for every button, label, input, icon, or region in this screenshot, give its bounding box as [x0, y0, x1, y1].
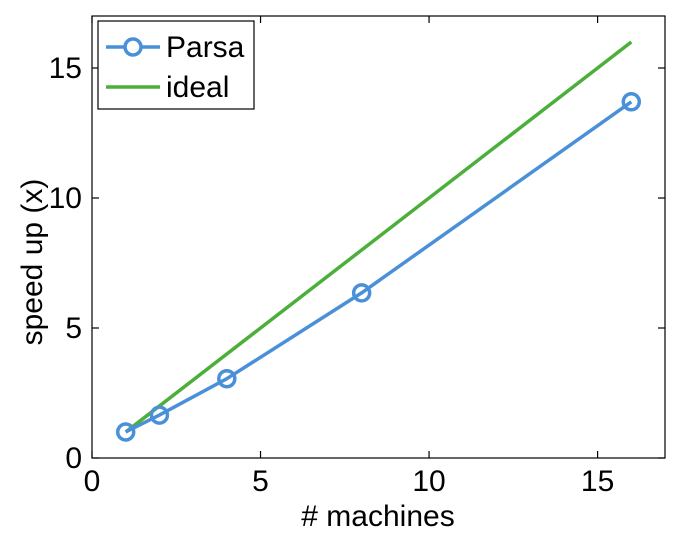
data-point-parsa	[115, 422, 136, 442]
x-tick-label: 5	[252, 465, 269, 498]
y-axis-label: speed up (x)	[16, 179, 49, 346]
y-tick-label: 15	[49, 52, 82, 85]
plot-frame	[91, 15, 666, 459]
data-point-parsa	[217, 368, 237, 389]
plot-area	[115, 40, 642, 442]
x-axis-label: # machines	[301, 500, 454, 533]
data-point-parsa	[621, 92, 642, 112]
legend-box	[97, 20, 255, 110]
legend-marker-parsa	[123, 37, 143, 57]
data-point-parsa	[351, 283, 372, 303]
x-tick-label: 15	[581, 465, 614, 498]
series-line-ideal	[124, 40, 633, 434]
data-point-parsa	[149, 405, 170, 425]
legend: Parsa ideal	[97, 20, 255, 110]
x-tick-label: 0	[84, 465, 101, 498]
y-tick-label: 5	[65, 312, 82, 345]
series-line-parsa	[124, 100, 633, 434]
legend-label-parsa: Parsa	[166, 31, 245, 64]
y-tick-label: 0	[65, 442, 82, 475]
legend-label-ideal: ideal	[166, 71, 229, 104]
x-tick-label: 10	[412, 465, 445, 498]
y-tick-label: 10	[49, 182, 82, 215]
axes: 0 5 10 15 0 5 10 15	[49, 15, 666, 498]
